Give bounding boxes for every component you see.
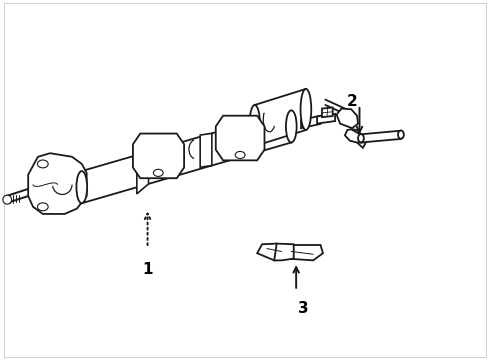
- Ellipse shape: [3, 195, 12, 204]
- Polygon shape: [216, 116, 265, 160]
- Ellipse shape: [235, 152, 245, 158]
- Polygon shape: [82, 111, 291, 203]
- Polygon shape: [257, 244, 289, 260]
- Ellipse shape: [37, 203, 48, 211]
- Polygon shape: [322, 108, 333, 117]
- Polygon shape: [133, 134, 184, 178]
- Text: 1: 1: [142, 262, 153, 277]
- Polygon shape: [137, 152, 148, 194]
- Polygon shape: [351, 129, 366, 148]
- Polygon shape: [28, 153, 87, 214]
- Polygon shape: [282, 245, 323, 260]
- Polygon shape: [301, 116, 320, 128]
- Polygon shape: [255, 89, 306, 146]
- Text: 3: 3: [298, 301, 309, 316]
- Polygon shape: [274, 244, 294, 260]
- Polygon shape: [337, 109, 358, 128]
- Ellipse shape: [398, 131, 404, 139]
- Polygon shape: [345, 129, 366, 143]
- Polygon shape: [317, 114, 335, 123]
- Polygon shape: [361, 131, 401, 143]
- Ellipse shape: [76, 171, 87, 203]
- Ellipse shape: [358, 134, 364, 142]
- Ellipse shape: [300, 89, 311, 130]
- Polygon shape: [200, 133, 212, 167]
- Ellipse shape: [153, 169, 163, 176]
- Text: 2: 2: [347, 94, 358, 109]
- Ellipse shape: [286, 111, 296, 143]
- Ellipse shape: [37, 160, 48, 168]
- Ellipse shape: [249, 105, 260, 146]
